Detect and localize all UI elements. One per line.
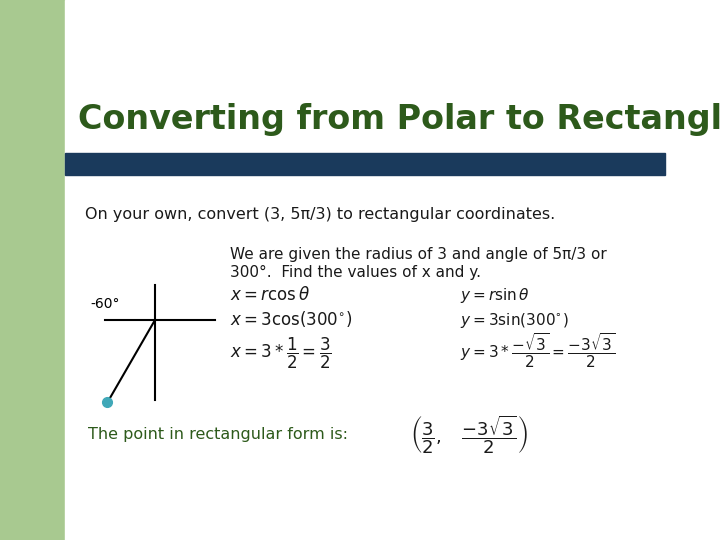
Text: -60°: -60° bbox=[90, 297, 120, 311]
Text: $x = 3\cos\!\left(300^{\circ}\right)$: $x = 3\cos\!\left(300^{\circ}\right)$ bbox=[230, 309, 353, 329]
Bar bbox=[65, 153, 665, 175]
Text: On your own, convert (3, 5π/3) to rectangular coordinates.: On your own, convert (3, 5π/3) to rectan… bbox=[85, 207, 555, 222]
Text: $y=3\sin\!\left(300^{\circ}\right)$: $y=3\sin\!\left(300^{\circ}\right)$ bbox=[460, 311, 569, 330]
Text: $x = 3*\dfrac{1}{2} = \dfrac{3}{2}$: $x = 3*\dfrac{1}{2} = \dfrac{3}{2}$ bbox=[230, 335, 332, 371]
Text: $\left(\dfrac{3}{2},\quad\dfrac{-3\sqrt{3}}{2}\right)$: $\left(\dfrac{3}{2},\quad\dfrac{-3\sqrt{… bbox=[410, 414, 528, 456]
Text: We are given the radius of 3 and angle of 5π/3 or: We are given the radius of 3 and angle o… bbox=[230, 247, 607, 262]
Text: 300°.  Find the values of x and y.: 300°. Find the values of x and y. bbox=[230, 265, 481, 280]
FancyBboxPatch shape bbox=[65, 0, 720, 540]
Text: $y=r\sin\theta$: $y=r\sin\theta$ bbox=[460, 286, 530, 305]
Text: The point in rectangular form is:: The point in rectangular form is: bbox=[88, 428, 348, 442]
Text: Converting from Polar to Rectanglar: Converting from Polar to Rectanglar bbox=[78, 104, 720, 137]
Text: $y=3*\dfrac{-\sqrt{3}}{2}=\dfrac{-3\sqrt{3}}{2}$: $y=3*\dfrac{-\sqrt{3}}{2}=\dfrac{-3\sqrt… bbox=[460, 331, 615, 370]
Text: $x = r\cos\theta$: $x = r\cos\theta$ bbox=[230, 286, 310, 304]
